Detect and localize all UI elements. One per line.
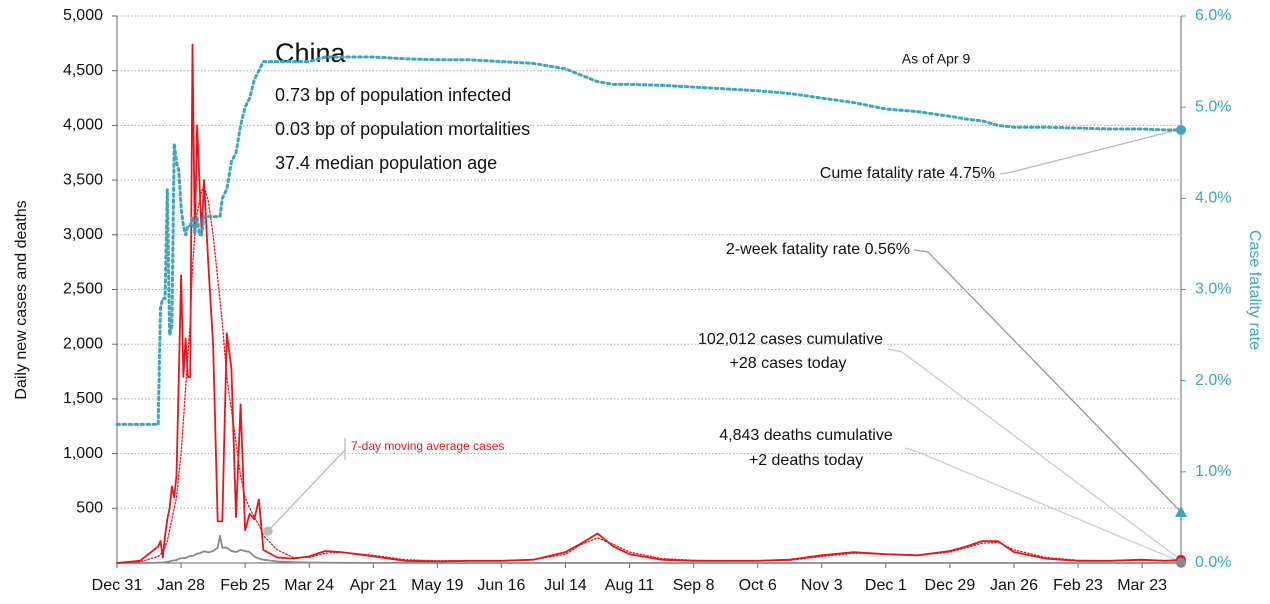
- leader: [913, 249, 1182, 513]
- series-line: [116, 184, 1182, 564]
- fact: 0.73 bp of population infected: [275, 85, 511, 105]
- y-tick-label: 3,000: [63, 226, 103, 243]
- x-tick-label: Dec 29: [925, 577, 976, 594]
- y-tick-label: 4,500: [63, 62, 103, 79]
- x-tick-label: May 19: [411, 577, 464, 594]
- end-marker: [1176, 124, 1186, 135]
- annotation: +2 deaths today: [749, 452, 863, 469]
- y-tick-label: 2,500: [63, 281, 103, 298]
- x-tick-label: Jun 16: [477, 577, 525, 594]
- y-tick-label: 1,000: [63, 445, 103, 462]
- annotation: Cume fatality rate 4.75%: [820, 165, 995, 182]
- y-axis-title: Daily new cases and deaths: [13, 200, 30, 399]
- y2-tick-label: 0.0%: [1195, 554, 1231, 571]
- fact: 0.03 bp of population mortalities: [275, 119, 530, 139]
- y-tick-label: 3,500: [63, 171, 103, 188]
- y-tick-label: 2,000: [63, 335, 103, 352]
- leader: [887, 348, 1182, 561]
- as-of: As of Apr 9: [902, 51, 971, 67]
- y2-tick-label: 6.0%: [1195, 7, 1231, 24]
- y2-axis-title: Case fatality rate: [1246, 230, 1263, 350]
- x-tick-label: Apr 21: [350, 577, 397, 594]
- annotation: 7-day moving average cases: [351, 439, 504, 453]
- series-line: [116, 534, 1182, 564]
- leader-dot: [263, 526, 273, 536]
- y-tick-label: 1,500: [63, 390, 103, 407]
- x-tick-label: Jan 28: [157, 577, 205, 594]
- x-tick-label: Feb 25: [220, 577, 270, 594]
- end-marker: [1176, 557, 1186, 568]
- y2-tick-label: 2.0%: [1195, 372, 1231, 389]
- y2-tick-label: 4.0%: [1195, 190, 1231, 207]
- leaders: [263, 128, 1182, 563]
- fact: 37.4 median population age: [275, 153, 497, 173]
- series-line: [115, 55, 1183, 426]
- x-tick-label: Jul 14: [544, 577, 587, 594]
- y-tick-label: 500: [76, 500, 103, 517]
- leader: [904, 447, 1182, 563]
- annotation: +28 cases today: [730, 355, 847, 372]
- y2-tick-label: 5.0%: [1195, 98, 1231, 115]
- y2-tick-label: 3.0%: [1195, 281, 1231, 298]
- y-tick-label: 5,000: [63, 7, 103, 24]
- x-tick-label: Jan 26: [990, 577, 1038, 594]
- annotation: 2-week fatality rate 0.56%: [726, 241, 910, 258]
- x-tick-label: Dec 31: [92, 577, 143, 594]
- x-tick-label: Nov 3: [801, 577, 843, 594]
- country-title: China: [275, 38, 347, 68]
- x-tick-label: Dec 1: [865, 577, 907, 594]
- y-tick-label: 4,000: [63, 117, 103, 134]
- x-tick-label: Oct 6: [739, 577, 777, 594]
- annotation: 4,843 deaths cumulative: [719, 427, 893, 444]
- x-tick-label: Mar 23: [1117, 577, 1167, 594]
- y2-tick-label: 1.0%: [1195, 463, 1231, 480]
- x-tick-label: Mar 24: [284, 577, 334, 594]
- x-tick-label: Feb 23: [1053, 577, 1103, 594]
- annotation: 102,012 cases cumulative: [698, 331, 883, 348]
- x-tick-label: Sep 8: [673, 577, 715, 594]
- leader: [999, 128, 1182, 175]
- two-week-marker: [1175, 505, 1187, 517]
- x-tick-label: Aug 11: [605, 577, 655, 594]
- leader: [267, 449, 346, 532]
